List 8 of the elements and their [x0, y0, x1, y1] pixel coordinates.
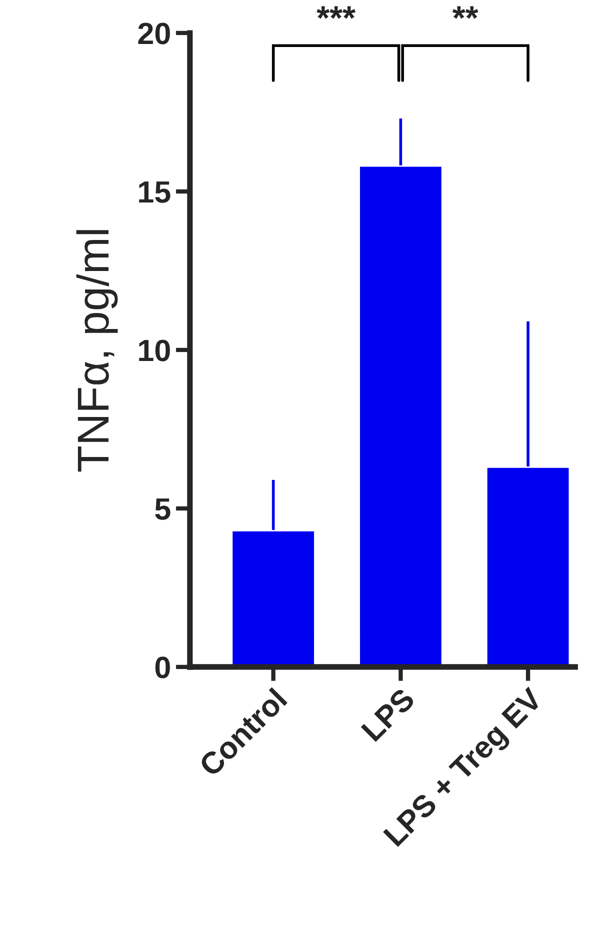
- y-axis-title: TNFα, pg/ml: [76, 230, 118, 472]
- y-tick-label: 20: [138, 22, 170, 44]
- y-tick-label: 5: [155, 498, 170, 520]
- y-tick-label: 10: [139, 340, 170, 362]
- y-tick-label: 15: [139, 182, 170, 203]
- y-tick-label: 0: [155, 656, 170, 678]
- text: **: [452, 6, 478, 19]
- text: ***: [316, 6, 356, 19]
